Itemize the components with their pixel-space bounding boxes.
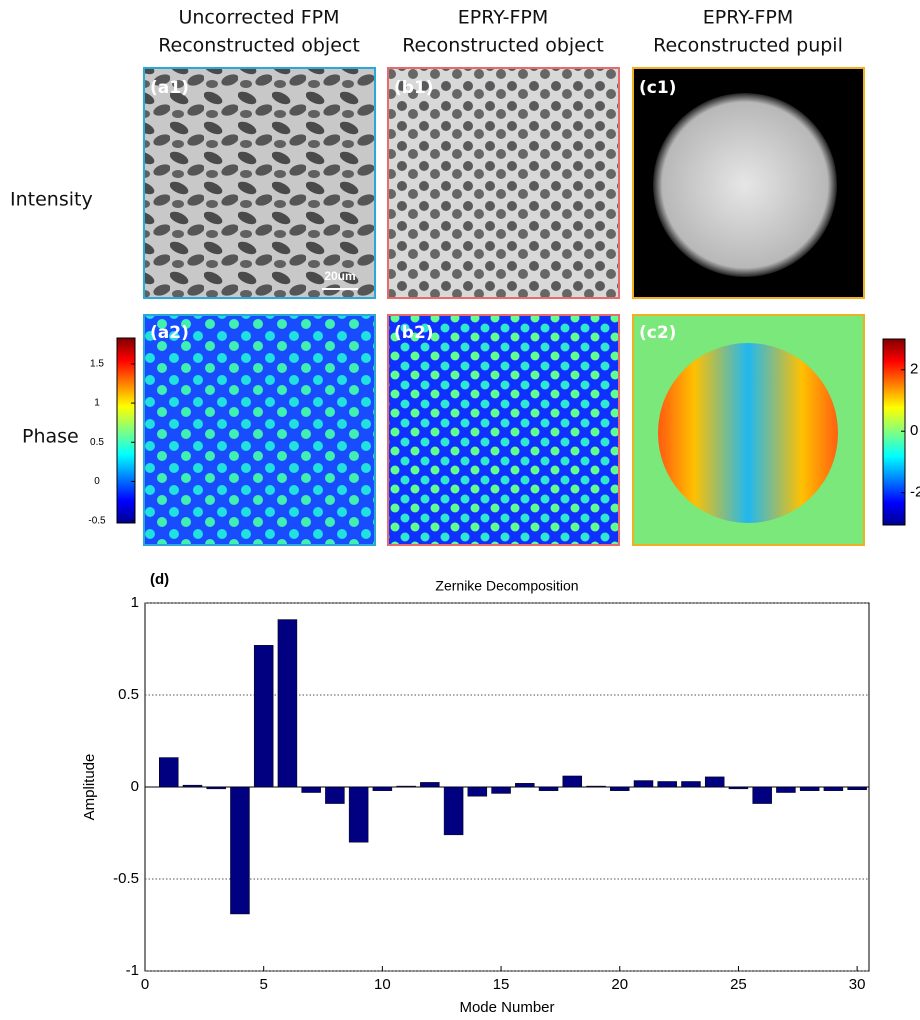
- colorbar-tick-label: 2: [910, 361, 918, 378]
- x-tick-label: 15: [493, 976, 510, 993]
- colorbar: [882, 338, 906, 526]
- bar: [681, 781, 701, 788]
- panel-label: (a1): [150, 78, 189, 98]
- bar: [420, 782, 440, 788]
- column-header: Reconstructed object: [402, 35, 604, 57]
- column-header: Uncorrected FPM: [178, 7, 339, 29]
- chart-title: Zernike Decomposition: [435, 578, 578, 594]
- bar: [396, 785, 416, 788]
- panel-label: (b2): [394, 323, 434, 343]
- bar: [633, 780, 654, 788]
- row-label: Intensity: [10, 189, 93, 211]
- panel-label: (d): [150, 571, 169, 588]
- bar: [586, 785, 606, 788]
- x-tick-label: 30: [849, 976, 866, 993]
- bar: [610, 786, 630, 791]
- bar: [348, 786, 369, 843]
- x-tick-label: 20: [611, 976, 628, 993]
- bar: [847, 786, 867, 791]
- colorbar-tick-label: -2: [910, 484, 920, 501]
- bar: [538, 786, 559, 791]
- y-tick-label: 0: [131, 778, 139, 795]
- y-axis-label: Amplitude: [81, 754, 98, 821]
- column-header: EPRY-FPM: [703, 7, 793, 29]
- pupil-disk: [653, 93, 837, 277]
- x-tick-label: 25: [730, 976, 747, 993]
- pupil-phase: [658, 343, 838, 523]
- colorbar: [116, 337, 136, 524]
- bar: [823, 786, 844, 791]
- x-tick-label: 0: [141, 976, 149, 993]
- panel-label: (c2): [639, 323, 676, 343]
- image-b2: [387, 314, 620, 546]
- bar: [325, 786, 345, 804]
- panel-label: (b1): [394, 78, 434, 98]
- y-tick-label: -1: [126, 962, 139, 979]
- colorbar-tick-label: 0: [94, 476, 100, 487]
- image-b1: [387, 67, 620, 299]
- colorbar-tick-label: 1: [94, 398, 100, 409]
- y-tick-label: 1: [131, 594, 139, 611]
- panel-label: (c1): [639, 78, 676, 98]
- bar: [206, 786, 226, 790]
- bar: [158, 757, 179, 788]
- bar: [467, 786, 488, 797]
- bar: [728, 786, 749, 790]
- bar: [562, 775, 583, 788]
- bar: [776, 786, 796, 793]
- y-tick-label: 0.5: [118, 686, 139, 703]
- image-a1: [143, 67, 376, 299]
- x-axis-label: Mode Number: [459, 999, 554, 1016]
- x-tick-label: 10: [374, 976, 391, 993]
- bar: [752, 786, 772, 804]
- column-header: Reconstructed object: [158, 35, 360, 57]
- bar: [704, 776, 725, 788]
- image-a2: [143, 314, 376, 546]
- bar: [491, 786, 511, 794]
- panel-label: (a2): [150, 323, 189, 343]
- bar: [253, 645, 274, 788]
- bar: [182, 784, 203, 788]
- bar: [301, 786, 321, 793]
- bar: [230, 786, 250, 915]
- colorbar-tick-label: 0.5: [90, 437, 104, 448]
- x-tick-label: 5: [260, 976, 268, 993]
- y-tick-label: -0.5: [113, 870, 139, 887]
- colorbar-tick-label: 0: [910, 422, 918, 439]
- bar: [372, 786, 393, 791]
- column-header: EPRY-FPM: [458, 7, 548, 29]
- bar: [515, 783, 535, 788]
- bar: [799, 786, 820, 791]
- row-label: Phase: [22, 426, 79, 448]
- colorbar-tick-label: 1.5: [90, 359, 104, 370]
- bar: [443, 786, 464, 836]
- column-header: Reconstructed pupil: [653, 35, 843, 57]
- bar: [657, 781, 677, 788]
- bar: [277, 619, 298, 788]
- scale-bar-label: 20um: [324, 269, 355, 283]
- colorbar-tick-label: -0.5: [88, 515, 106, 526]
